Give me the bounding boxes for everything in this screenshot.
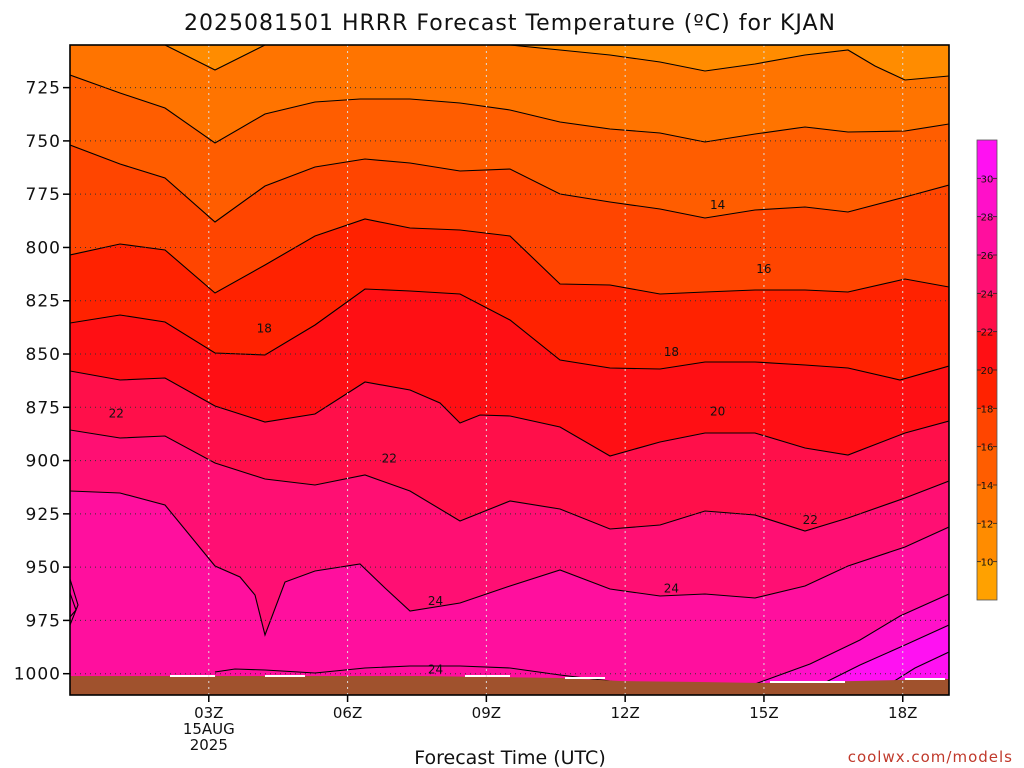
y-tick-label: 850 [26, 345, 61, 365]
contour-line [70, 592, 77, 618]
x-tick-label: 03Z [194, 704, 223, 722]
ground-layer [70, 675, 949, 695]
colorbar-tick-label: 10 [981, 558, 994, 569]
colorbar-tick-label: 20 [981, 366, 994, 377]
colorbar-segment [977, 446, 997, 485]
plot-area [70, 45, 949, 695]
contour-line [754, 593, 949, 685]
y-tick-label: 750 [26, 132, 61, 152]
y-tick-label: 800 [26, 238, 61, 258]
contour-line [809, 624, 949, 691]
contour-labels: 18 22 22 24 24 18 24 14 20 16 22 [109, 198, 818, 677]
colorbar-tick-label: 18 [981, 404, 994, 415]
colorbar-segment [977, 293, 997, 332]
contour-label: 14 [710, 198, 725, 212]
contour-line [70, 429, 949, 532]
x-axis-label: Forecast Time (UTC) [414, 747, 605, 768]
x-tick-label: 18Z [888, 704, 917, 722]
colorbar-tick-label: 26 [981, 251, 994, 262]
y-tick-label: 875 [26, 398, 61, 418]
contour-label: 22 [382, 451, 397, 465]
colorbar-segment [977, 178, 997, 217]
ground-fill [70, 676, 949, 695]
colorbar-tick-label: 30 [981, 174, 994, 185]
colorbar-tick-label: 28 [981, 213, 994, 224]
colorbar-tick-label: 14 [981, 481, 994, 492]
contour-label: 20 [710, 405, 725, 419]
contour-label: 24 [428, 594, 443, 608]
contour-line [70, 45, 949, 81]
colorbar-segment [977, 216, 997, 255]
x-tick-label: 06Z [333, 704, 362, 722]
colorbar-tick-label: 24 [981, 289, 994, 300]
contour-label: 22 [109, 407, 124, 421]
contour-line [70, 370, 949, 457]
colorbar-tick-label: 12 [981, 519, 994, 530]
grid-lines [70, 45, 949, 695]
y-tick-label: 950 [26, 558, 61, 578]
colorbar-tick-label: 22 [981, 328, 994, 339]
contour-label: 18 [664, 345, 679, 359]
x-tick-label: 15Z [749, 704, 778, 722]
contour-lines [70, 45, 949, 691]
colorbar-segment [977, 561, 997, 600]
temperature-band [70, 579, 78, 625]
credit-text: coolwx.com/models [848, 748, 1013, 766]
plot-frame [69, 44, 950, 696]
y-tick-label: 1000 [14, 665, 61, 685]
contour-label: 24 [664, 581, 679, 595]
y-tick-label: 975 [26, 611, 61, 631]
colorbar-segment [977, 370, 997, 409]
colorbar-segment [977, 485, 997, 524]
contour-line [70, 288, 949, 381]
contour-label: 22 [803, 513, 818, 527]
chart-title: 2025081501 HRRR Forecast Temperature (ºC… [184, 11, 836, 36]
contour-line [70, 578, 79, 626]
colorbar-segment [977, 331, 997, 370]
x-tick-label: 2025 [190, 736, 228, 754]
y-tick-label: 825 [26, 292, 61, 312]
colorbar-segment [977, 523, 997, 562]
contour-line [70, 218, 949, 295]
temperature-bands [70, 45, 949, 695]
x-tick-label: 09Z [472, 704, 501, 722]
y-tick-label: 925 [26, 505, 61, 525]
y-axis: 725 750 775 800 825 850 875 900 925 950 975 1000 [14, 79, 70, 685]
y-tick-label: 775 [26, 185, 61, 205]
y-tick-label: 725 [26, 79, 61, 99]
x-tick-label: 12Z [610, 704, 639, 722]
colorbar: 10 12 14 16 18 20 22 24 26 28 30 [976, 139, 998, 601]
y-tick-label: 900 [26, 452, 61, 472]
colorbar-segment [977, 140, 997, 179]
contour-label: 24 [428, 662, 443, 676]
colorbar-segment [977, 255, 997, 294]
colorbar-tick-label: 16 [981, 443, 994, 454]
contour-label: 16 [756, 262, 771, 276]
contour-line [70, 490, 949, 637]
temperature-band [70, 491, 949, 695]
contour-line [70, 74, 949, 144]
colorbar-segment [977, 408, 997, 447]
contour-label: 18 [257, 321, 272, 335]
x-tick-label: 15AUG [183, 720, 235, 738]
contour-line [70, 144, 949, 223]
